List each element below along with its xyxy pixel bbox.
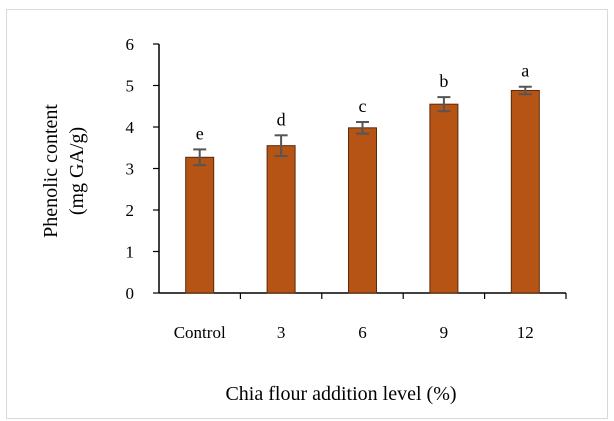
x-axis-title: Chia flour addition level (%) — [225, 383, 456, 405]
x-category-label: 3 — [277, 323, 286, 342]
y-tick-label: 3 — [126, 160, 135, 179]
bar — [510, 89, 540, 294]
bar — [348, 127, 377, 294]
y-axis-title-line-1: Phenolic content — [40, 104, 62, 238]
x-category-label: Control — [174, 323, 226, 342]
y-tick-label: 4 — [126, 118, 135, 137]
y-tick-label: 5 — [126, 77, 135, 96]
bar — [429, 103, 459, 294]
y-tick-label: 0 — [126, 284, 135, 303]
y-tick-label: 6 — [126, 35, 135, 54]
x-category-label: 6 — [358, 323, 367, 342]
significance-letter: b — [439, 71, 448, 91]
bar — [266, 145, 296, 294]
y-axis-title: Phenolic content (mg GA/g) — [40, 104, 88, 238]
figure-frame — [6, 9, 608, 419]
significance-letter: a — [521, 61, 529, 81]
significance-letter: e — [196, 123, 204, 143]
x-category-label: 9 — [440, 323, 449, 342]
y-tick-label: 1 — [126, 243, 135, 262]
significance-letter: d — [277, 109, 286, 129]
significance-letter: c — [359, 96, 367, 116]
x-category-label: 12 — [517, 323, 534, 342]
bar — [185, 156, 215, 294]
y-axis-title-line-2: (mg GA/g) — [66, 127, 88, 215]
y-tick-label: 2 — [126, 201, 135, 220]
